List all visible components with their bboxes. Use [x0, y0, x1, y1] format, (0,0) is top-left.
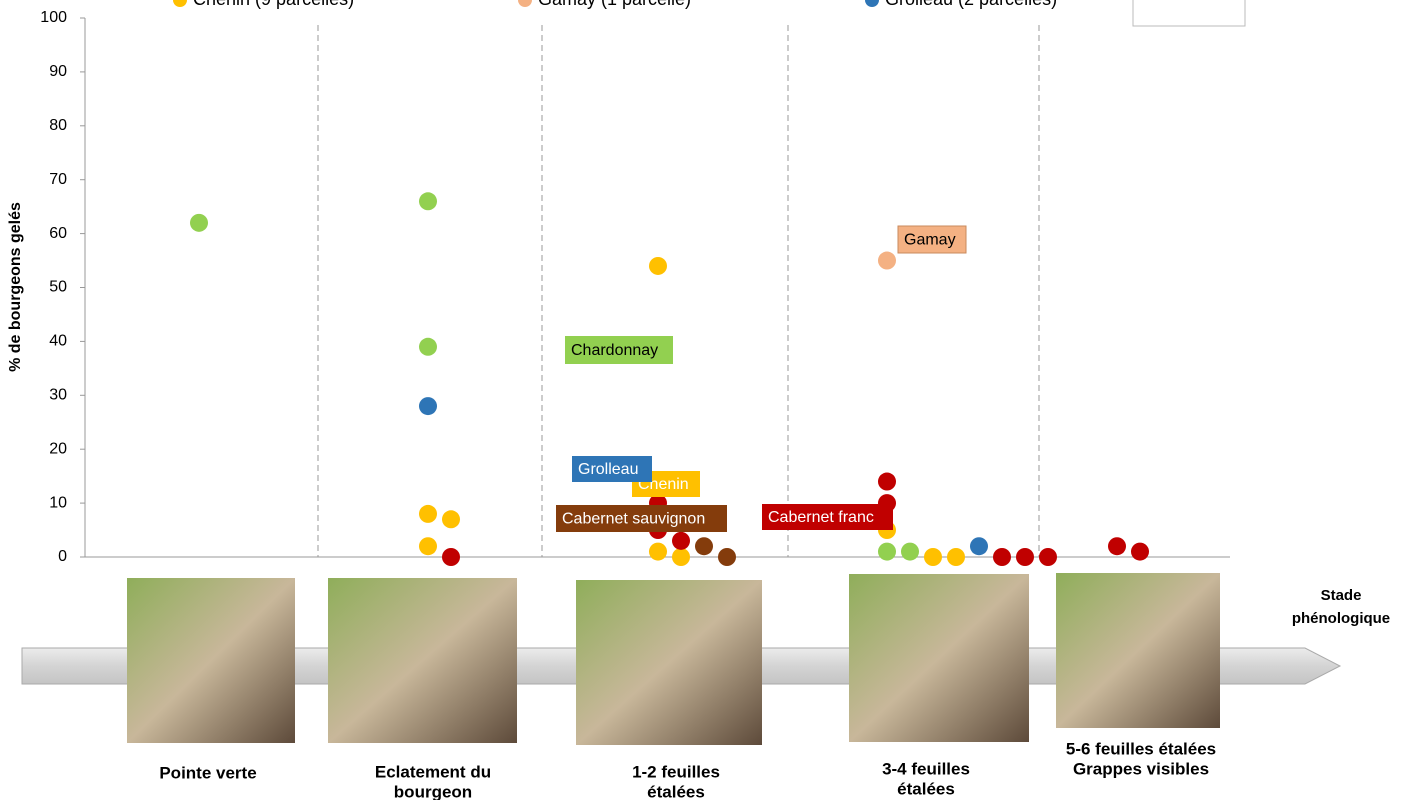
point — [993, 548, 1011, 566]
stage-photo — [1056, 573, 1220, 728]
y-tick-label: 30 — [49, 387, 67, 404]
x-axis-label: Stade — [1321, 587, 1362, 604]
point — [672, 548, 690, 566]
y-tick-label: 100 — [40, 9, 67, 26]
y-tick-label: 60 — [49, 225, 67, 242]
point — [695, 537, 713, 556]
point — [1108, 537, 1126, 556]
point — [649, 542, 667, 561]
y-tick-label: 90 — [49, 63, 67, 80]
legend-label: Gamay (1 parcelle) — [538, 0, 691, 9]
y-tick-label: 80 — [49, 117, 67, 134]
point — [419, 504, 437, 523]
point — [419, 192, 437, 211]
legend-marker — [865, 0, 879, 7]
series-label-box — [897, 225, 967, 254]
point — [649, 256, 667, 275]
x-axis-label: phénologique — [1292, 610, 1390, 627]
point — [901, 542, 919, 561]
logo — [1132, 0, 1246, 27]
point — [442, 510, 460, 529]
legend-marker — [518, 0, 532, 7]
point — [419, 337, 437, 356]
y-tick-label: 40 — [49, 333, 67, 350]
y-axis-label: % de bourgeons gelés — [7, 202, 24, 372]
series-label: Gamay — [904, 232, 956, 249]
series-label-box — [556, 505, 727, 532]
series-label: Grolleau — [578, 461, 638, 478]
series-label-box — [565, 336, 673, 364]
point — [947, 548, 965, 566]
point — [924, 548, 942, 566]
stage-photo — [127, 578, 295, 743]
point — [442, 548, 460, 566]
point — [718, 548, 736, 566]
stage-label: Grappes visibles — [1073, 759, 1209, 778]
point — [672, 531, 690, 550]
point — [190, 213, 208, 232]
legend-marker — [173, 0, 187, 7]
y-tick-label: 20 — [49, 440, 67, 457]
point — [878, 251, 896, 270]
point — [970, 537, 988, 556]
series-label-box — [762, 504, 893, 530]
stage-label: bourgeon — [394, 782, 472, 800]
point — [1016, 548, 1034, 566]
stage-label: 3-4 feuilles — [882, 759, 970, 778]
series-label-box — [572, 456, 652, 482]
stage-photo — [849, 574, 1029, 742]
stage-label: 1-2 feuilles — [632, 762, 720, 781]
series-label: Cabernet sauvignon — [562, 511, 705, 528]
point — [419, 537, 437, 556]
point — [1039, 548, 1057, 566]
y-tick-label: 50 — [49, 279, 67, 296]
stage-label: Eclatement du — [375, 762, 491, 781]
point — [1131, 542, 1149, 561]
point — [878, 472, 896, 491]
stage-photo — [576, 580, 762, 745]
legend-label: Grolleau (2 parcelles) — [885, 0, 1057, 9]
stage-label: 5-6 feuilles étalées — [1066, 739, 1216, 758]
series-label: Chardonnay — [571, 342, 658, 359]
stage-label: étalées — [647, 782, 705, 800]
y-tick-label: 10 — [49, 494, 67, 511]
stage-label: Pointe verte — [159, 763, 256, 782]
point — [878, 542, 896, 561]
legend-label: Chenin (9 parcelles) — [193, 0, 354, 9]
stage-label: étalées — [897, 779, 955, 798]
series-label: Cabernet franc — [768, 509, 874, 526]
y-tick-label: 70 — [49, 171, 67, 188]
y-tick-label: 0 — [58, 548, 67, 565]
stage-photo — [328, 578, 517, 743]
point — [419, 397, 437, 416]
